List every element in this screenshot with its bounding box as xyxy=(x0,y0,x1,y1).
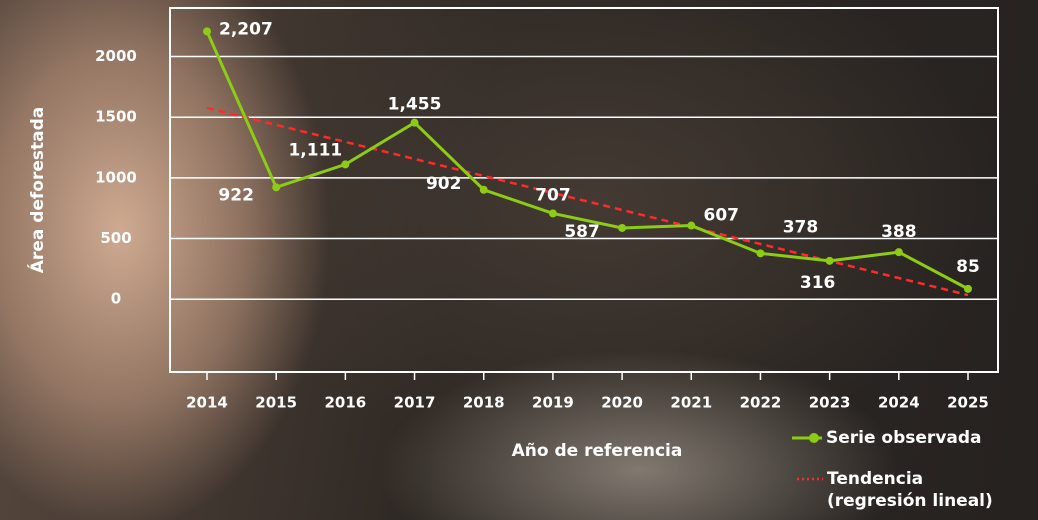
x-tick-label: 2020 xyxy=(601,394,643,412)
data-point xyxy=(618,223,627,232)
data-point xyxy=(341,160,350,169)
data-point xyxy=(894,248,903,257)
legend-dot xyxy=(809,433,819,443)
y-tick-label: 500 xyxy=(100,229,131,247)
legend-label: Serie observada xyxy=(826,428,982,448)
data-label: 1,111 xyxy=(288,140,342,160)
data-label: 587 xyxy=(564,222,600,242)
x-tick-label: 2024 xyxy=(878,394,920,412)
data-label: 922 xyxy=(218,185,254,205)
x-tick-label: 2021 xyxy=(670,394,712,412)
data-point xyxy=(548,209,557,218)
data-label: 607 xyxy=(704,206,740,226)
x-tick-label: 2018 xyxy=(463,394,505,412)
y-tick-label: 0 xyxy=(111,290,121,308)
plot-frame xyxy=(169,7,999,373)
data-point xyxy=(479,185,488,194)
data-label: 902 xyxy=(426,174,462,194)
y-tick-label: 2000 xyxy=(95,47,137,65)
data-label: 707 xyxy=(535,185,571,205)
x-tick-label: 2016 xyxy=(324,394,366,412)
y-tick-label: 1500 xyxy=(95,108,137,126)
data-point xyxy=(825,256,834,265)
data-point xyxy=(687,221,696,230)
data-point xyxy=(272,183,281,192)
data-label: 388 xyxy=(881,222,917,242)
x-tick-label: 2023 xyxy=(809,394,851,412)
data-point xyxy=(410,118,419,127)
x-tick-label: 2014 xyxy=(186,394,228,412)
legend-swatch xyxy=(792,433,822,443)
x-tick-label: 2019 xyxy=(532,394,574,412)
data-label: 85 xyxy=(956,257,980,277)
series-line xyxy=(205,30,969,291)
data-point xyxy=(203,27,211,36)
data-point xyxy=(756,249,765,258)
trend-line xyxy=(206,106,969,297)
data-label: 2,207 xyxy=(219,19,273,39)
x-tick-label: 2015 xyxy=(255,394,297,412)
x-tick-label: 2017 xyxy=(394,394,436,412)
data-point xyxy=(964,284,972,293)
data-label: 316 xyxy=(800,273,836,293)
x-axis-title: Año de referencia xyxy=(512,441,683,461)
y-axis-title: Área deforestada xyxy=(26,107,48,274)
legend-item: Tendencia (regresión lineal) xyxy=(795,468,1027,512)
x-tick-label: 2025 xyxy=(947,394,989,412)
legend-label: Tendencia (regresión lineal) xyxy=(827,469,993,511)
legend-item: Serie observada xyxy=(790,428,982,448)
y-tick-label: 1000 xyxy=(95,168,137,186)
legend-swatch xyxy=(797,477,823,481)
data-label: 378 xyxy=(783,217,819,237)
x-tick-label: 2022 xyxy=(740,394,782,412)
data-label: 1,455 xyxy=(388,95,442,115)
